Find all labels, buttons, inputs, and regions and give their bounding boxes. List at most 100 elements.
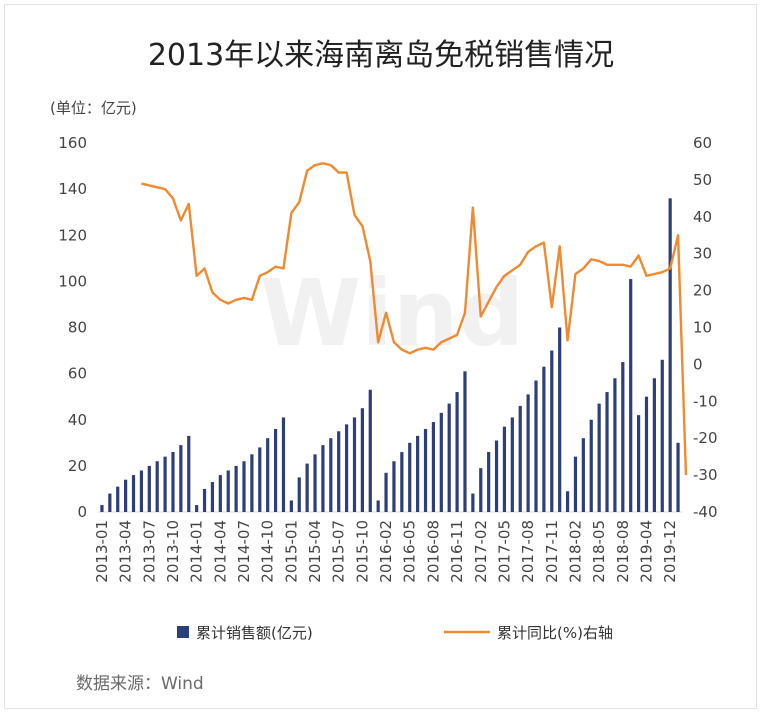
bar bbox=[337, 431, 341, 512]
bar bbox=[416, 435, 420, 512]
bar bbox=[100, 505, 104, 512]
bar bbox=[431, 422, 436, 512]
x-tick-label: 2013-04 bbox=[117, 520, 135, 583]
bar bbox=[636, 415, 641, 512]
x-tick-label: 2017-08 bbox=[519, 520, 537, 583]
left-tick-label: 140 bbox=[58, 180, 87, 198]
x-axis: 2013-01 2013-04 2013-07 2013-10 2014-01 2014-… bbox=[93, 520, 679, 583]
bar bbox=[147, 465, 151, 513]
right-tick-label: -10 bbox=[693, 392, 718, 410]
bar bbox=[321, 445, 325, 512]
bar bbox=[518, 405, 522, 512]
x-tick-label: 2019-04 bbox=[637, 520, 655, 583]
bar bbox=[273, 428, 278, 512]
bar bbox=[195, 505, 199, 512]
x-tick-label: 2016-11 bbox=[448, 520, 466, 583]
legend: 累计销售额(亿元) 累计同比(%)右轴 bbox=[177, 624, 613, 642]
bar bbox=[131, 475, 136, 512]
bar bbox=[352, 417, 357, 512]
left-tick-label: 120 bbox=[58, 226, 87, 244]
bar bbox=[281, 417, 286, 512]
right-tick-label: 10 bbox=[693, 319, 712, 337]
bar bbox=[644, 396, 649, 512]
bar bbox=[400, 452, 404, 512]
legend-line-label: 累计同比(%)右轴 bbox=[497, 624, 613, 642]
bar bbox=[163, 456, 167, 512]
bar bbox=[218, 475, 222, 512]
bar bbox=[668, 198, 672, 512]
bar bbox=[447, 403, 451, 512]
bar bbox=[502, 426, 507, 512]
bar bbox=[384, 472, 388, 512]
bar bbox=[289, 500, 293, 512]
bar bbox=[313, 454, 317, 512]
bar bbox=[376, 500, 380, 512]
bar bbox=[605, 392, 609, 512]
bar bbox=[550, 350, 554, 512]
bar bbox=[368, 389, 372, 512]
bar bbox=[558, 327, 562, 512]
bar bbox=[487, 452, 491, 512]
x-tick-label: 2016-05 bbox=[401, 520, 419, 583]
bar bbox=[360, 408, 364, 512]
bar bbox=[179, 445, 183, 512]
bar bbox=[573, 456, 578, 512]
bar bbox=[676, 442, 680, 512]
chart-title: 2013年以来海南离岛免税销售情况 bbox=[148, 38, 614, 73]
bar bbox=[510, 417, 514, 512]
right-tick-label: 40 bbox=[693, 208, 712, 226]
left-tick-label: 60 bbox=[68, 365, 87, 383]
x-tick-label: 2018-08 bbox=[614, 520, 632, 583]
x-tick-label: 2015-01 bbox=[282, 520, 300, 583]
x-tick-label: 2015-04 bbox=[306, 520, 324, 583]
legend-bar-label: 累计销售额(亿元) bbox=[196, 624, 313, 642]
x-tick-label: 2013-10 bbox=[164, 520, 182, 583]
bar bbox=[629, 279, 633, 512]
source-label: 数据来源：Wind bbox=[76, 674, 204, 694]
right-tick-label: 0 bbox=[693, 355, 703, 373]
right-tick-label: 60 bbox=[693, 134, 712, 152]
right-tick-label: 30 bbox=[693, 245, 712, 263]
x-tick-label: 2014-07 bbox=[235, 520, 253, 583]
bar bbox=[266, 438, 270, 512]
unit-label: (单位：亿元) bbox=[50, 99, 137, 117]
bar bbox=[226, 470, 230, 512]
bar-series bbox=[100, 198, 680, 513]
bar bbox=[202, 488, 207, 512]
bar bbox=[171, 452, 175, 512]
x-tick-label: 2017-05 bbox=[495, 520, 513, 583]
left-axis: 0 20 40 60 80 100 120 140 160 bbox=[58, 134, 87, 521]
x-tick-label: 2015-07 bbox=[330, 520, 348, 583]
left-tick-label: 40 bbox=[68, 411, 87, 429]
bar bbox=[597, 403, 601, 512]
bar bbox=[108, 493, 112, 512]
x-tick-label: 2013-01 bbox=[93, 520, 111, 583]
left-tick-label: 160 bbox=[58, 134, 87, 152]
bar bbox=[534, 380, 538, 512]
right-tick-label: -30 bbox=[693, 466, 718, 484]
bar bbox=[242, 461, 246, 512]
bar bbox=[439, 412, 443, 512]
x-tick-label: 2014-01 bbox=[188, 520, 206, 583]
bar bbox=[344, 424, 349, 512]
bar bbox=[494, 440, 499, 512]
x-tick-label: 2016-02 bbox=[377, 520, 395, 583]
bar bbox=[392, 461, 396, 512]
bar bbox=[581, 438, 585, 512]
bar bbox=[408, 442, 412, 512]
bar bbox=[479, 468, 483, 512]
line-series bbox=[141, 162, 688, 476]
bar bbox=[471, 493, 475, 512]
x-tick-label: 2014-04 bbox=[211, 520, 229, 583]
bar bbox=[124, 479, 128, 512]
watermark: Wind bbox=[260, 260, 524, 367]
bar bbox=[455, 392, 459, 512]
bar bbox=[250, 454, 254, 512]
right-axis: 60 50 40 30 20 10 0 -10 -20 -30 -40 bbox=[693, 134, 718, 521]
bar bbox=[423, 428, 428, 512]
bar bbox=[565, 491, 570, 512]
left-tick-label: 100 bbox=[58, 272, 87, 290]
x-tick-label: 2019-12 bbox=[661, 520, 679, 583]
bar bbox=[234, 465, 238, 513]
x-tick-label: 2016-08 bbox=[424, 520, 442, 583]
